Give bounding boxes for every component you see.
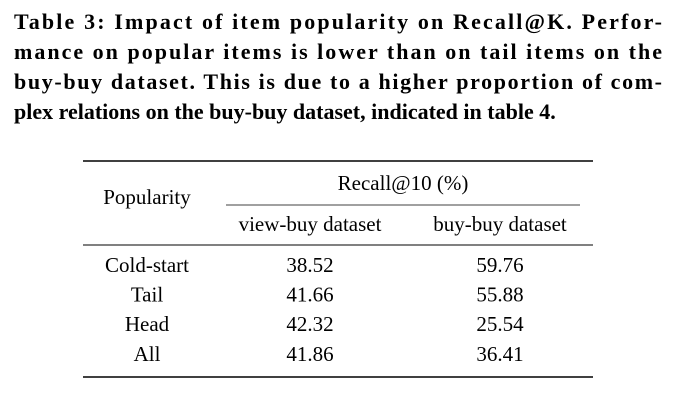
table-cell: 59.76	[476, 253, 523, 277]
column-header: buy-buy dataset	[433, 212, 567, 236]
table-body: Cold-start 38.52 59.76 Tail 41.66 55.88 Head 42…	[105, 253, 524, 366]
table-cell: 36.41	[476, 342, 523, 366]
table-cell: 38.52	[286, 253, 333, 277]
table-cell: 41.66	[286, 283, 333, 307]
caption-line: mance on popular items is lower than on …	[14, 39, 662, 64]
group-header: Recall@10 (%)	[338, 171, 469, 195]
row-label: All	[134, 342, 161, 366]
caption-line: buy-buy dataset. This is due to a higher…	[14, 69, 662, 94]
column-header: view-buy dataset	[239, 212, 382, 236]
table-cell: 41.86	[286, 342, 333, 366]
row-label: Tail	[131, 283, 164, 307]
row-label: Cold-start	[105, 253, 189, 277]
table-cell: 25.54	[476, 312, 524, 336]
row-label: Head	[125, 312, 170, 336]
table-cell: 42.32	[286, 312, 333, 336]
row-header: Popularity	[103, 185, 191, 209]
caption-line: Table 3: Impact of item popularity on Re…	[14, 9, 662, 34]
caption-line: plex relations on the buy-buy dataset, i…	[14, 99, 556, 124]
table-cell: 55.88	[476, 283, 523, 307]
